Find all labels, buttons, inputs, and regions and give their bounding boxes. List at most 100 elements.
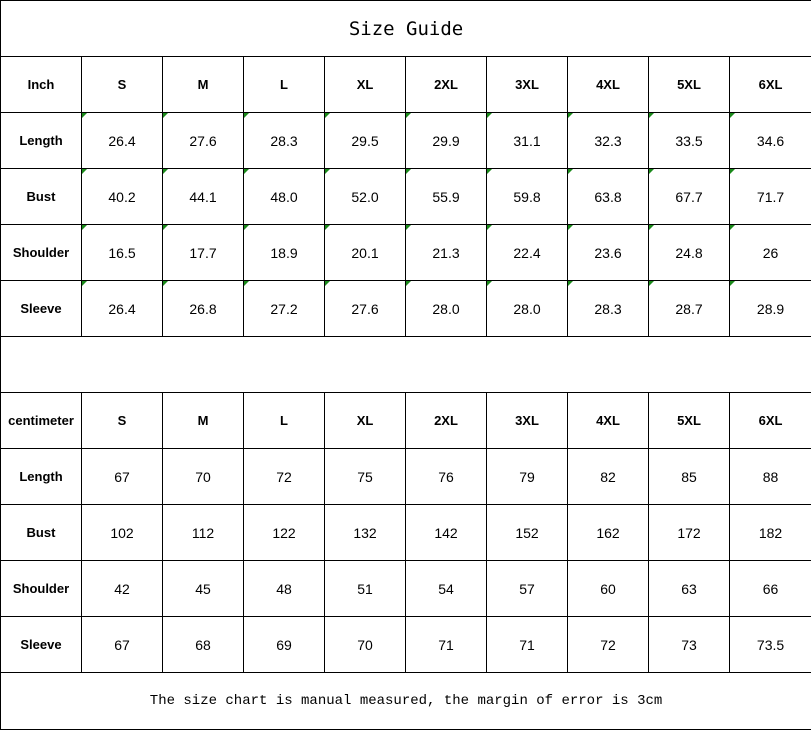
measurement-value: 28.0 — [432, 301, 459, 317]
measurement-value: 102 — [110, 525, 133, 541]
error-indicator-icon — [487, 113, 492, 118]
error-indicator-icon — [325, 113, 330, 118]
error-indicator-icon — [163, 281, 168, 286]
title-row: Size Guide — [1, 1, 811, 57]
size-header: 4XL — [568, 57, 649, 113]
measurement-value: 172 — [677, 525, 700, 541]
measurement-cell: 132 — [325, 505, 406, 561]
measurement-cell: 182 — [730, 505, 811, 561]
measurement-value: 29.5 — [351, 133, 378, 149]
error-indicator-icon — [487, 281, 492, 286]
size-header: S — [82, 57, 163, 113]
measurement-value: 112 — [192, 525, 214, 541]
size-header: 2XL — [406, 57, 487, 113]
measurement-cell: 21.3 — [406, 225, 487, 281]
table-title: Size Guide — [1, 1, 811, 57]
row-label: Length — [1, 113, 82, 169]
error-indicator-icon — [568, 281, 573, 286]
measurement-value: 29.9 — [432, 133, 459, 149]
measurement-value: 24.8 — [675, 245, 702, 261]
measurement-value: 26.4 — [108, 133, 135, 149]
measurement-cell: 142 — [406, 505, 487, 561]
error-indicator-icon — [568, 113, 573, 118]
size-header: 5XL — [649, 57, 730, 113]
measurement-cell: 18.9 — [244, 225, 325, 281]
measurement-cell: 27.6 — [325, 281, 406, 337]
measurement-cell: 172 — [649, 505, 730, 561]
error-indicator-icon — [82, 169, 87, 174]
measurement-value: 69 — [276, 637, 292, 653]
measurement-cell: 67.7 — [649, 169, 730, 225]
measurement-value: 48 — [276, 581, 292, 597]
measurement-value: 72 — [600, 637, 616, 653]
error-indicator-icon — [406, 113, 411, 118]
measurement-value: 82 — [600, 469, 616, 485]
measurement-cell: 72 — [244, 449, 325, 505]
measurement-value: 28.9 — [757, 301, 784, 317]
error-indicator-icon — [325, 225, 330, 230]
measurement-cell: 162 — [568, 505, 649, 561]
error-indicator-icon — [82, 225, 87, 230]
measurement-value: 32.3 — [594, 133, 621, 149]
measurement-value: 67.7 — [675, 189, 702, 205]
measurement-value: 52.0 — [351, 189, 378, 205]
measurement-value: 28.0 — [513, 301, 540, 317]
measurement-cell: 70 — [325, 617, 406, 673]
error-indicator-icon — [325, 281, 330, 286]
measurement-value: 54 — [438, 581, 454, 597]
measurement-cell: 73.5 — [730, 617, 811, 673]
measurement-value: 70 — [195, 469, 211, 485]
measurement-value: 27.6 — [351, 301, 378, 317]
measurement-cell: 45 — [163, 561, 244, 617]
error-indicator-icon — [568, 225, 573, 230]
measurement-value: 16.5 — [108, 245, 135, 261]
measurement-value: 27.2 — [270, 301, 297, 317]
measurement-cell: 31.1 — [487, 113, 568, 169]
error-indicator-icon — [730, 169, 735, 174]
measurement-cell: 55.9 — [406, 169, 487, 225]
error-indicator-icon — [163, 225, 168, 230]
measurement-value: 26.4 — [108, 301, 135, 317]
note-row: The size chart is manual measured, the m… — [1, 673, 811, 730]
measurement-value: 26 — [763, 245, 779, 261]
measurement-value: 71 — [519, 637, 535, 653]
error-indicator-icon — [163, 113, 168, 118]
error-indicator-icon — [406, 281, 411, 286]
measurement-cell: 88 — [730, 449, 811, 505]
size-header: 3XL — [487, 57, 568, 113]
measurement-cell: 28.3 — [568, 281, 649, 337]
measurement-cell: 44.1 — [163, 169, 244, 225]
measurement-cell: 27.6 — [163, 113, 244, 169]
error-indicator-icon — [163, 169, 168, 174]
measurement-value: 79 — [519, 469, 535, 485]
error-indicator-icon — [487, 169, 492, 174]
size-header: XL — [325, 393, 406, 449]
measurement-value: 17.7 — [189, 245, 216, 261]
error-indicator-icon — [82, 113, 87, 118]
measurement-value: 42 — [114, 581, 130, 597]
measurement-cell: 152 — [487, 505, 568, 561]
size-header: 4XL — [568, 393, 649, 449]
measurement-value: 26.8 — [189, 301, 216, 317]
error-indicator-icon — [82, 281, 87, 286]
size-header: 2XL — [406, 393, 487, 449]
measurement-cell: 73 — [649, 617, 730, 673]
measurement-value: 59.8 — [513, 189, 540, 205]
error-indicator-icon — [649, 225, 654, 230]
measurement-value: 88 — [763, 469, 779, 485]
measurement-value: 73 — [681, 637, 697, 653]
measurement-cell: 63 — [649, 561, 730, 617]
measurement-value: 31.1 — [513, 133, 540, 149]
measurement-cell: 59.8 — [487, 169, 568, 225]
error-indicator-icon — [406, 169, 411, 174]
error-indicator-icon — [730, 225, 735, 230]
error-indicator-icon — [244, 281, 249, 286]
spacer-cell — [1, 337, 811, 393]
